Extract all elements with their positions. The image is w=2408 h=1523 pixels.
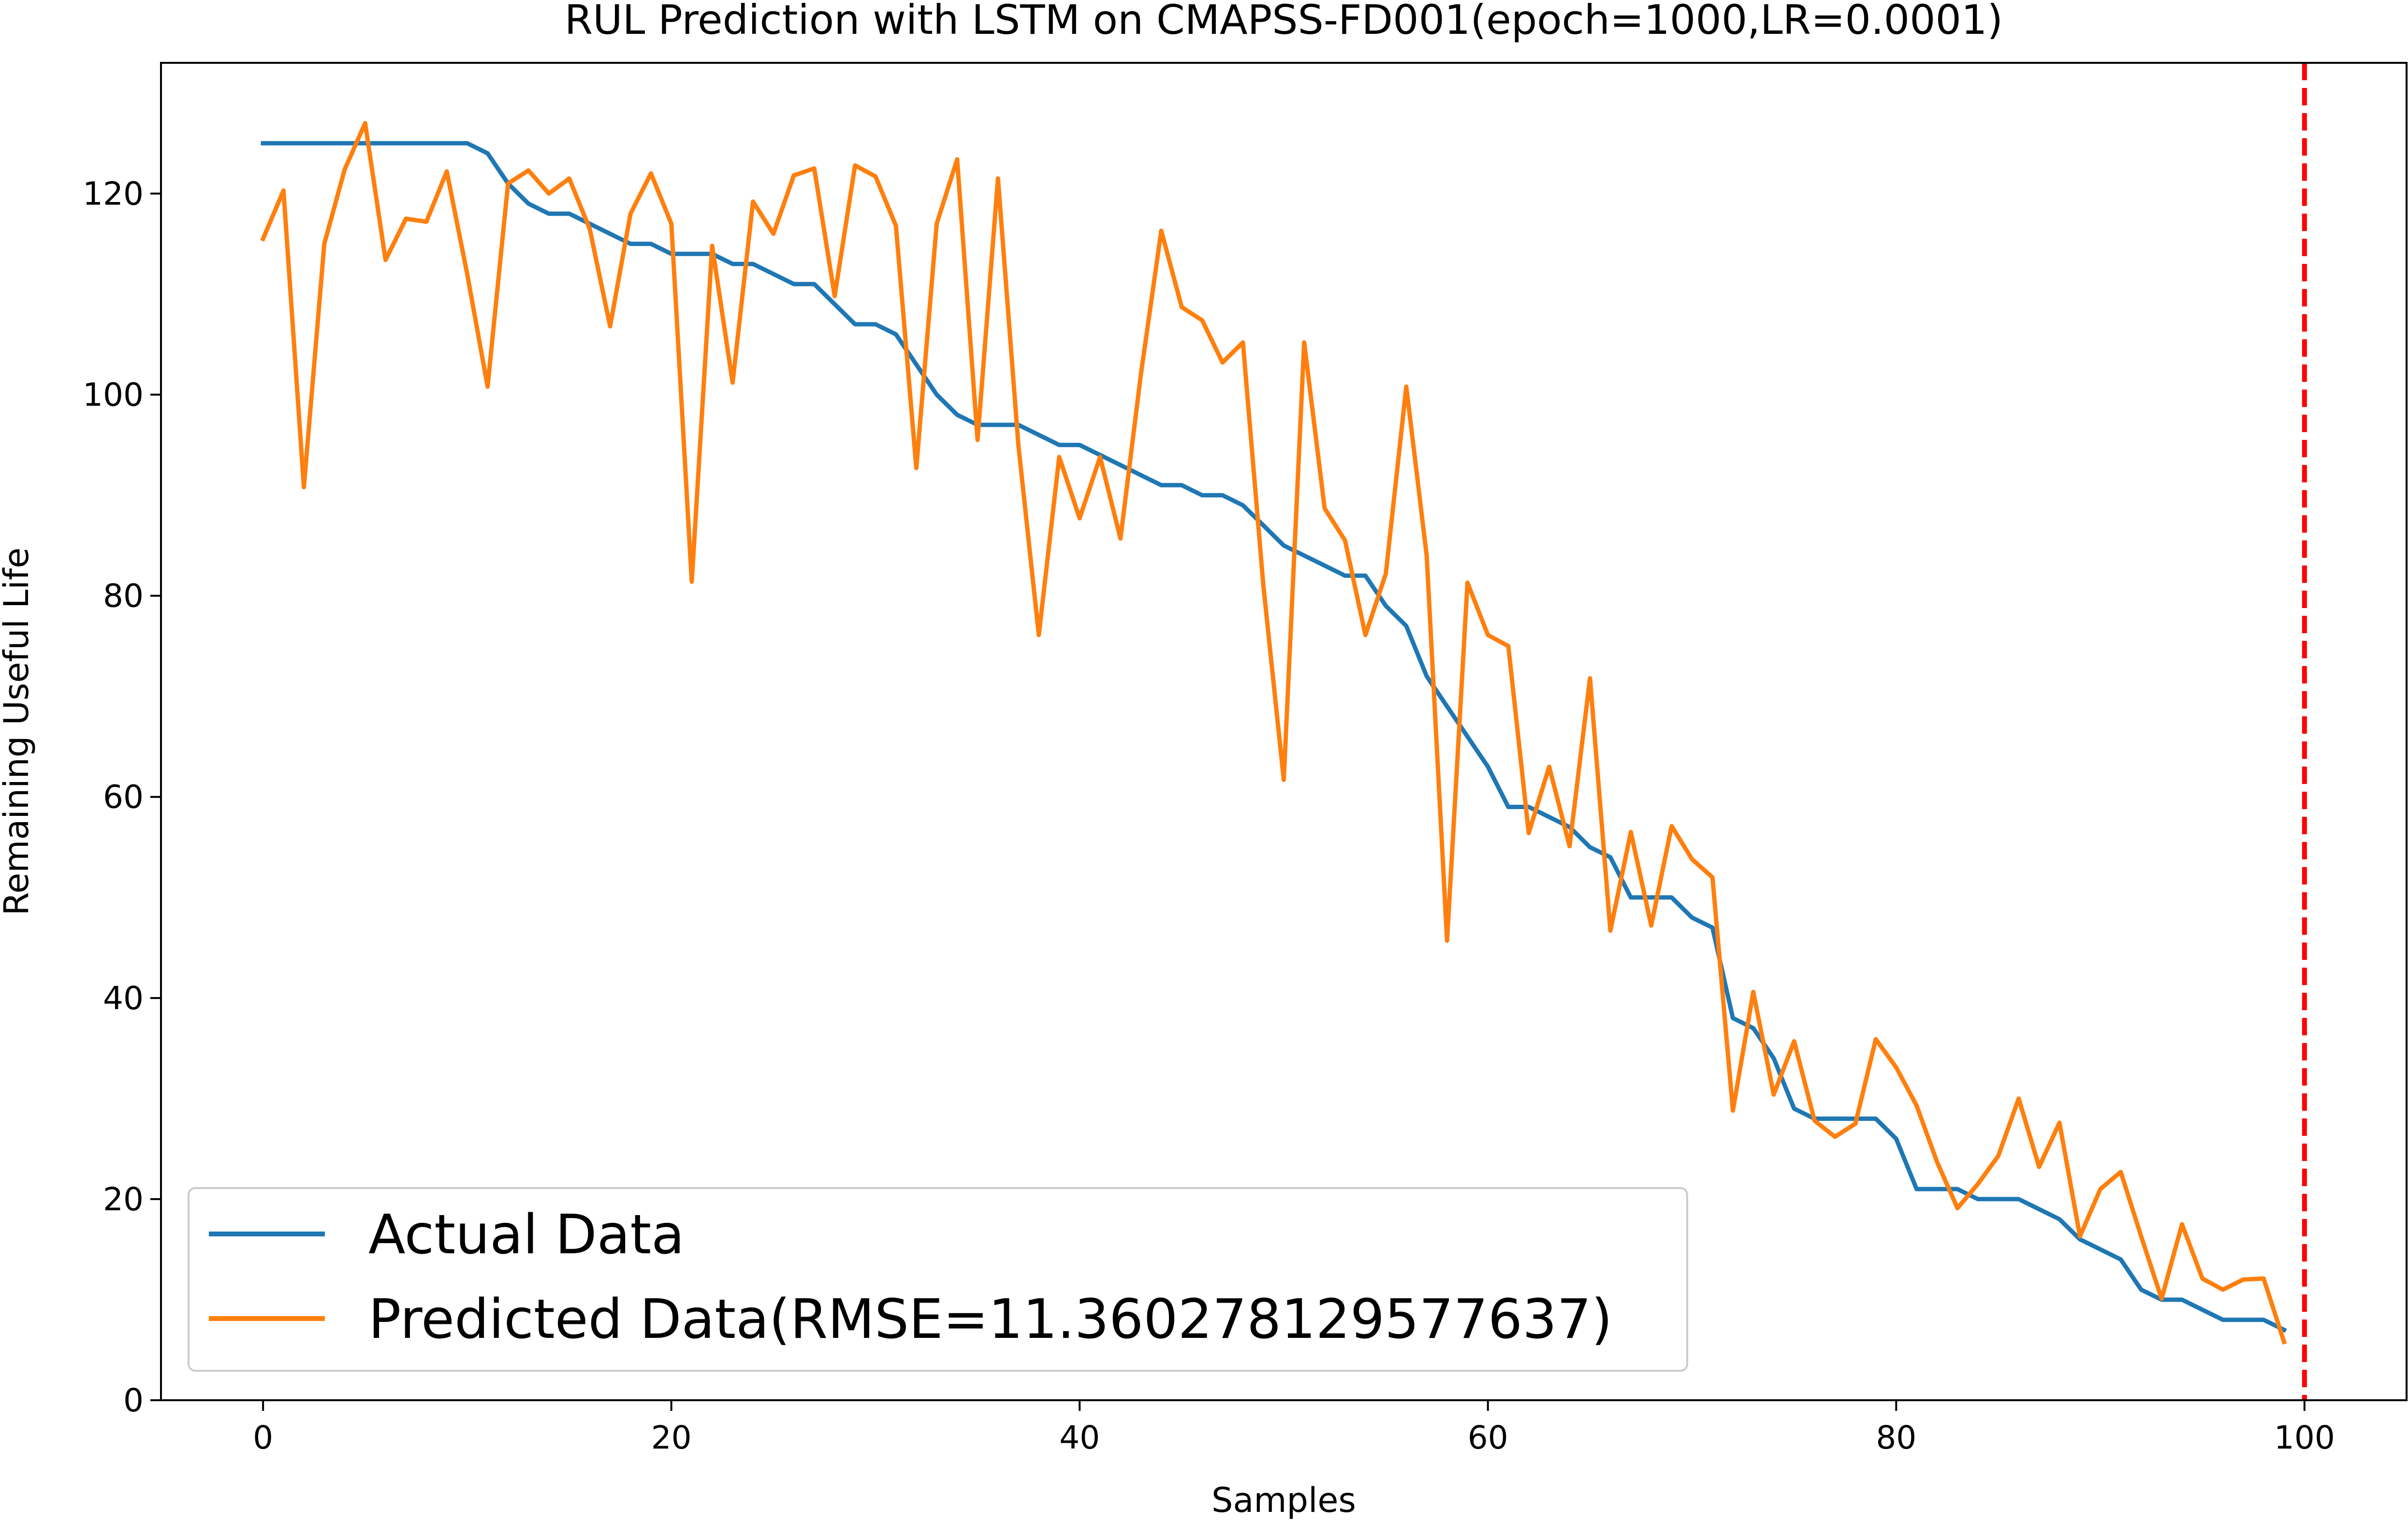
y-tick-label: 40 (103, 980, 144, 1017)
y-tick-label: 60 (103, 779, 144, 816)
y-tick-label: 100 (83, 377, 144, 414)
x-tick-label: 20 (651, 1419, 692, 1456)
legend: Actual Data Predicted Data(RMSE=11.36027… (188, 1187, 1688, 1372)
x-tick-label: 40 (1059, 1419, 1100, 1456)
legend-label-actual: Actual Data (368, 1204, 685, 1266)
y-axis-title: Remaining Useful Life (0, 548, 36, 916)
y-tick-label: 120 (83, 175, 144, 212)
x-tick-label: 0 (253, 1419, 273, 1456)
y-tick-label: 20 (103, 1181, 144, 1218)
x-tick-label: 60 (1468, 1419, 1508, 1456)
x-tick-label: 80 (1876, 1419, 1916, 1456)
y-tick-label: 80 (103, 578, 144, 615)
legend-box (188, 1187, 1688, 1372)
x-axis-title: Samples (1211, 1480, 1356, 1520)
chart-title: RUL Prediction with LSTM on CMAPSS-FD001… (565, 0, 2003, 44)
predicted-data-line (260, 121, 2287, 1345)
x-tick-label: 100 (2274, 1419, 2335, 1456)
plot-frame (160, 62, 2408, 1401)
y-tick-label: 0 (123, 1382, 144, 1419)
legend-label-predicted: Predicted Data(RMSE=11.360278129577637) (368, 1288, 1612, 1351)
y-axis: 0 20 40 60 80 100 120 (83, 175, 161, 1419)
x-axis: 0 20 40 60 80 100 (253, 1400, 2335, 1456)
